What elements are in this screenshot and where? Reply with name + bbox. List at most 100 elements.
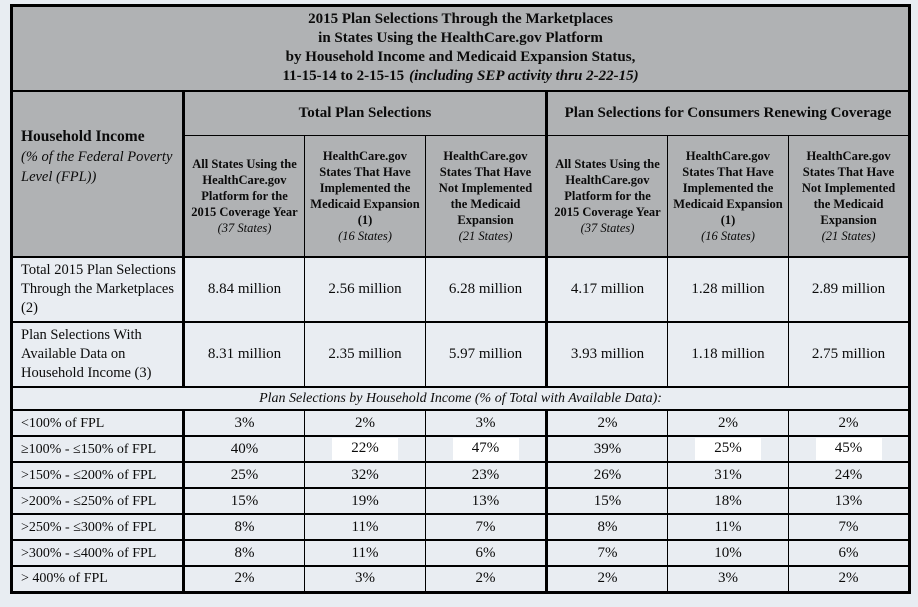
data-cell: 6.28 million bbox=[425, 256, 547, 323]
column-header-no-expansion-renewing: HealthCare.gov States That Have Not Impl… bbox=[787, 134, 911, 258]
row-label: >300% - ≤400% of FPL bbox=[11, 539, 184, 567]
table-row-300-400-fpl: >300% - ≤400% of FPL 8% 11% 6% 7% 10% 6% bbox=[11, 539, 911, 567]
data-cell: 15% bbox=[182, 487, 305, 515]
table-row-200-250-fpl: >200% - ≤250% of FPL 15% 19% 13% 15% 18%… bbox=[11, 487, 911, 515]
highlighted-value: 47% bbox=[452, 438, 519, 460]
data-cell: 32% bbox=[304, 461, 426, 489]
data-cell: 2.35 million bbox=[304, 321, 426, 388]
data-cell: 2% bbox=[787, 565, 911, 593]
data-cell: 24% bbox=[787, 461, 911, 489]
row-label: >200% - ≤250% of FPL bbox=[11, 487, 184, 515]
report-table: 2015 Plan Selections Through the Marketp… bbox=[10, 4, 912, 594]
column-header-text: HealthCare.gov States That Have Implemen… bbox=[310, 148, 420, 227]
data-cell: 23% bbox=[425, 461, 547, 489]
data-cell: 7% bbox=[425, 513, 547, 541]
data-cell: 2% bbox=[304, 409, 426, 437]
title-line-3: by Household Income and Medicaid Expansi… bbox=[285, 49, 636, 65]
data-cell: 25% bbox=[667, 435, 789, 463]
data-cell: 8.31 million bbox=[182, 321, 305, 388]
column-header-states-count: (21 States) bbox=[458, 228, 513, 243]
corner-header-cell: Household Income (% of the Federal Pover… bbox=[11, 90, 184, 258]
data-cell: 3% bbox=[667, 565, 789, 593]
column-header-text: HealthCare.gov States That Have Not Impl… bbox=[801, 148, 896, 227]
table-row-over-400-fpl: > 400% of FPL 2% 3% 2% 2% 3% 2% bbox=[11, 565, 911, 593]
column-header-text: HealthCare.gov States That Have Not Impl… bbox=[438, 148, 533, 227]
row-label: Total 2015 Plan Selections Through the M… bbox=[11, 256, 184, 323]
column-header-no-expansion-total: HealthCare.gov States That Have Not Impl… bbox=[425, 134, 547, 258]
column-header-states-count: (37 States) bbox=[217, 220, 272, 235]
row-label: >150% - ≤200% of FPL bbox=[11, 461, 184, 489]
column-header-text: All States Using the HealthCare.gov Plat… bbox=[554, 156, 661, 219]
data-cell: 8% bbox=[545, 513, 668, 541]
data-cell: 2% bbox=[545, 409, 668, 437]
column-header-expansion-renewing: HealthCare.gov States That Have Implemen… bbox=[667, 134, 789, 258]
page: 2015 Plan Selections Through the Marketp… bbox=[10, 4, 912, 594]
data-cell: 2.89 million bbox=[787, 256, 911, 323]
data-cell: 5.97 million bbox=[425, 321, 547, 388]
data-cell: 1.18 million bbox=[667, 321, 789, 388]
group-header-total-plan-selections: Total Plan Selections bbox=[182, 90, 547, 136]
data-cell: 7% bbox=[545, 539, 668, 567]
corner-subtitle: (% of the Federal Poverty Level (FPL)) bbox=[21, 149, 173, 185]
title-line-2: in States Using the HealthCare.gov Platf… bbox=[318, 30, 603, 46]
data-cell: 2.75 million bbox=[787, 321, 911, 388]
column-header-states-count: (16 States) bbox=[701, 228, 755, 243]
data-cell: 39% bbox=[545, 435, 668, 463]
data-cell: 2% bbox=[787, 409, 911, 437]
row-label: <100% of FPL bbox=[11, 409, 184, 437]
column-header-text: HealthCare.gov States That Have Implemen… bbox=[673, 148, 783, 227]
data-cell: 1.28 million bbox=[667, 256, 789, 323]
data-cell: 3% bbox=[304, 565, 426, 593]
column-header-text: All States Using the HealthCare.gov Plat… bbox=[191, 156, 298, 219]
title-date-range: 11-15-14 to 2-15-15 bbox=[282, 68, 405, 84]
data-cell: 31% bbox=[667, 461, 789, 489]
data-cell: 40% bbox=[182, 435, 305, 463]
table-title: 2015 Plan Selections Through the Marketp… bbox=[10, 5, 911, 92]
data-cell: 22% bbox=[304, 435, 426, 463]
table-row-100-150-fpl: ≥100% - ≤150% of FPL 40% 22% 47% 39% 25%… bbox=[11, 435, 911, 463]
data-cell: 19% bbox=[304, 487, 426, 515]
section-header-label: Plan Selections by Household Income (% o… bbox=[10, 386, 911, 411]
data-cell: 3.93 million bbox=[545, 321, 668, 388]
data-cell: 4.17 million bbox=[545, 256, 668, 323]
data-cell: 26% bbox=[545, 461, 668, 489]
data-cell: 3% bbox=[182, 409, 305, 437]
section-header-row: Plan Selections by Household Income (% o… bbox=[10, 386, 911, 411]
data-cell: 3% bbox=[425, 409, 547, 437]
table-row-150-200-fpl: >150% - ≤200% of FPL 25% 32% 23% 26% 31%… bbox=[11, 461, 911, 489]
data-cell: 45% bbox=[787, 435, 911, 463]
column-header-all-states-total: All States Using the HealthCare.gov Plat… bbox=[182, 134, 305, 258]
data-cell: 2.56 million bbox=[304, 256, 426, 323]
data-cell: 13% bbox=[787, 487, 911, 515]
data-cell: 11% bbox=[304, 539, 426, 567]
group-header-renewing-coverage: Plan Selections for Consumers Renewing C… bbox=[544, 90, 911, 136]
column-header-states-count: (37 States) bbox=[580, 220, 635, 235]
data-cell: 47% bbox=[425, 435, 547, 463]
data-cell: 7% bbox=[787, 513, 911, 541]
column-header-all-states-renewing: All States Using the HealthCare.gov Plat… bbox=[545, 134, 668, 258]
table-row-available-data: Plan Selections With Available Data on H… bbox=[11, 321, 911, 388]
title-line-4: 11-15-14 to 2-15-15 (including SEP activi… bbox=[13, 67, 908, 86]
column-header-expansion-total: HealthCare.gov States That Have Implemen… bbox=[304, 134, 426, 258]
row-label: Plan Selections With Available Data on H… bbox=[11, 321, 184, 388]
data-cell: 11% bbox=[667, 513, 789, 541]
row-label: ≥100% - ≤150% of FPL bbox=[11, 435, 184, 463]
data-cell: 6% bbox=[425, 539, 547, 567]
table-row-under-100-fpl: <100% of FPL 3% 2% 3% 2% 2% 2% bbox=[11, 409, 911, 437]
row-label: >250% - ≤300% of FPL bbox=[11, 513, 184, 541]
column-header-states-count: (21 States) bbox=[821, 228, 876, 243]
data-cell: 18% bbox=[667, 487, 789, 515]
data-cell: 13% bbox=[425, 487, 547, 515]
corner-title: Household Income bbox=[21, 128, 145, 145]
row-label: > 400% of FPL bbox=[11, 565, 184, 593]
data-cell: 8.84 million bbox=[182, 256, 305, 323]
table-row-total-selections: Total 2015 Plan Selections Through the M… bbox=[11, 256, 911, 323]
data-cell: 15% bbox=[545, 487, 668, 515]
data-cell: 6% bbox=[787, 539, 911, 567]
table-row-250-300-fpl: >250% - ≤300% of FPL 8% 11% 7% 8% 11% 7% bbox=[11, 513, 911, 541]
data-cell: 2% bbox=[667, 409, 789, 437]
data-cell: 10% bbox=[667, 539, 789, 567]
data-cell: 11% bbox=[304, 513, 426, 541]
data-cell: 8% bbox=[182, 513, 305, 541]
data-cell: 2% bbox=[545, 565, 668, 593]
